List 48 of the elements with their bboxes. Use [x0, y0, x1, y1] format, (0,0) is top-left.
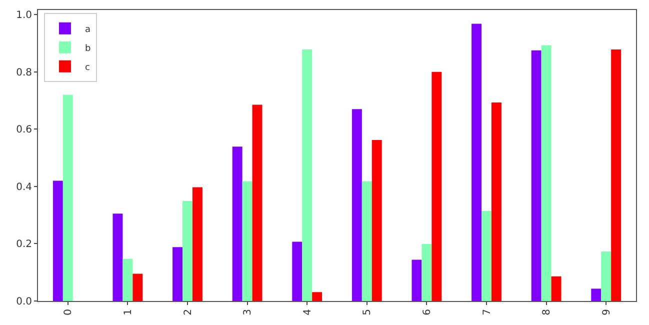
bar [292, 242, 302, 301]
x-tick-label: 1 [122, 309, 134, 316]
bar [472, 24, 482, 301]
bar [192, 187, 202, 301]
x-tick-label: 2 [182, 309, 194, 316]
bar [242, 181, 252, 301]
y-tick-label: 0.8 [16, 67, 32, 78]
y-tick-label: 0.2 [16, 239, 32, 250]
bar [551, 276, 562, 301]
bar [362, 181, 372, 301]
bar [591, 288, 602, 301]
bar [372, 140, 382, 301]
bar [541, 45, 552, 301]
bar [132, 274, 143, 301]
y-tick-label: 0.4 [16, 182, 32, 193]
bar [182, 201, 192, 301]
x-tick-label: 0 [63, 309, 74, 316]
x-tick-label: 4 [302, 309, 314, 316]
bar [412, 260, 422, 301]
bar [302, 50, 312, 301]
x-tick-label: 8 [542, 309, 553, 316]
bar [531, 50, 542, 301]
bar [611, 50, 622, 301]
legend-label: a [84, 24, 90, 35]
bar [352, 109, 362, 301]
bar [122, 258, 133, 301]
bar [62, 94, 73, 301]
legend-label: c [84, 62, 90, 73]
bar [491, 102, 502, 301]
y-tick-label: 0.6 [16, 124, 32, 136]
x-tick-label: 7 [482, 309, 493, 316]
x-tick-label: 5 [362, 309, 374, 316]
bar [312, 292, 322, 301]
bar [232, 146, 242, 301]
bar [432, 72, 442, 301]
bar [112, 214, 123, 301]
bar [601, 251, 612, 301]
bar [422, 244, 432, 301]
y-tick-label: 1.0 [16, 10, 32, 22]
x-tick-label: 3 [242, 309, 254, 316]
x-tick-label: 6 [422, 309, 433, 316]
y-tick-label: 0.0 [16, 296, 32, 308]
bar [482, 211, 492, 301]
x-tick-label: 9 [601, 309, 612, 316]
bar [172, 247, 183, 301]
bar [52, 180, 63, 301]
legend-label: b [84, 44, 91, 54]
bar [252, 104, 262, 301]
